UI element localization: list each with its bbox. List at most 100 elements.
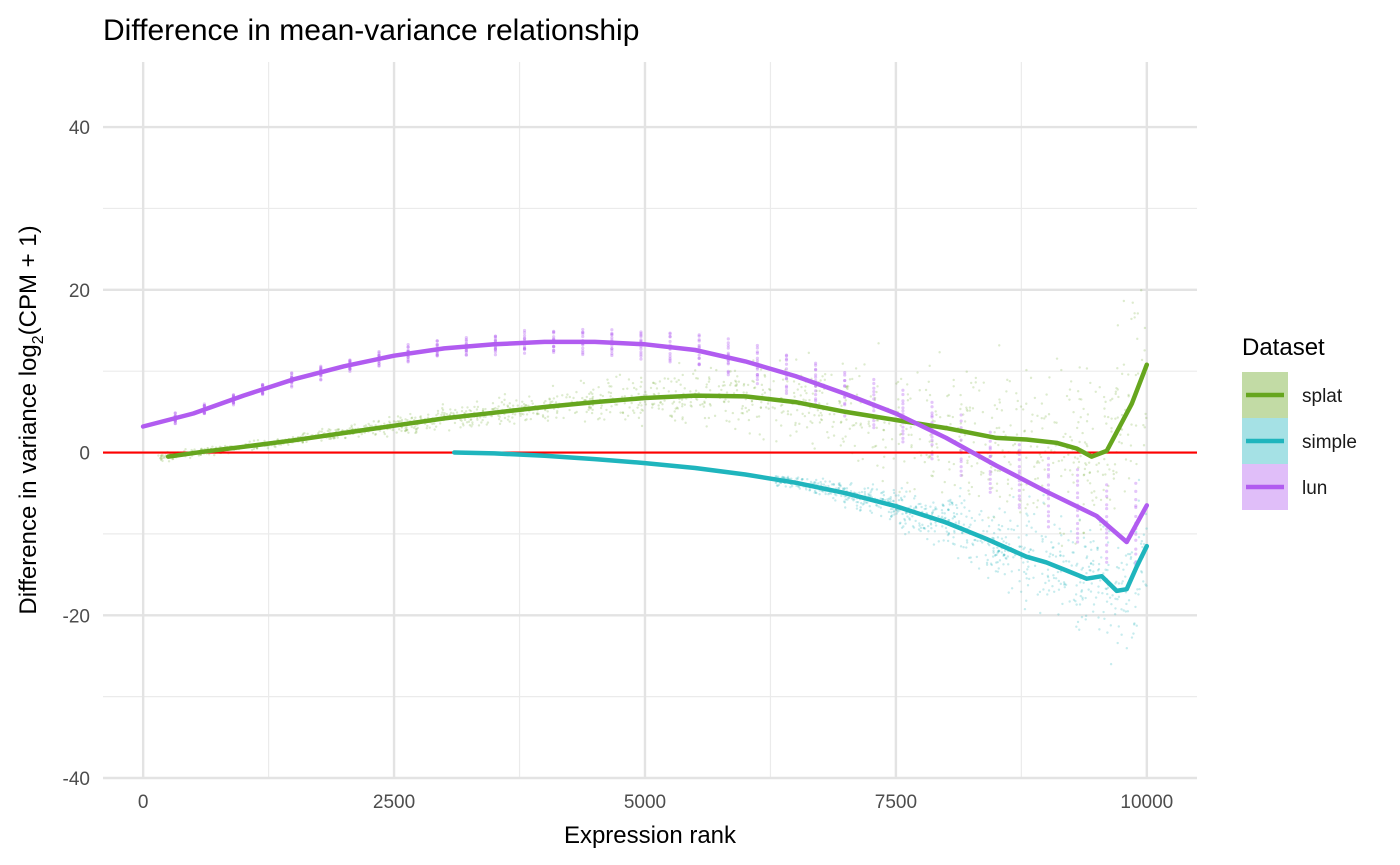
lun-point [1105,507,1109,511]
lun-point [435,339,439,343]
splat-point [374,432,377,436]
simple-point [899,496,903,500]
splat-point [469,418,472,421]
simple-point [968,556,971,560]
splat-point [329,428,332,432]
splat-point [867,422,870,426]
lun-point [843,403,847,407]
splat-point [786,410,790,413]
simple-point [863,490,867,494]
lun-point [522,331,527,335]
splat-point [274,445,277,449]
simple-point [902,525,905,528]
lun-point [202,411,206,415]
simple-point [1124,554,1128,557]
lun-point [1075,521,1080,526]
lun-point [639,332,643,336]
simple-point [992,537,995,540]
splat-point [1115,471,1118,474]
splat-point [527,404,530,408]
lun-point [406,355,410,360]
simple-point [893,510,896,513]
splat-point [1032,501,1035,505]
lun-point [872,423,876,427]
simple-point [869,509,872,513]
simple-point [991,536,994,540]
simple-point [809,480,813,484]
simple-point [777,483,781,487]
lun-point [231,403,236,407]
splat-point [786,380,789,383]
simple-point [903,495,906,498]
splat-point [637,403,640,407]
splat-point [767,407,770,410]
lun-point [784,389,789,393]
splat-point [845,386,848,389]
splat-point [640,424,644,428]
splat-point [722,400,726,403]
simple-point [1098,628,1101,631]
simple-point [1125,647,1129,650]
simple-point [1088,528,1092,532]
grid-major [103,62,1197,780]
lun-point [377,349,381,354]
splat-point [709,366,713,370]
lun-point [930,438,934,442]
simple-point [776,484,779,488]
simple-point [863,500,866,503]
simple-point [1109,624,1113,627]
splat-point [793,395,796,398]
splat-point [970,485,974,489]
splat-point [1112,469,1115,473]
splat-point [1019,499,1022,503]
splat-point [465,421,469,424]
splat-point [762,438,765,441]
lun-point [1075,479,1080,483]
splat-point [590,397,594,400]
simple-point [996,550,1000,553]
splat-point [320,430,323,433]
splat-point [395,431,398,434]
simple-point [869,494,872,497]
simple-point [1145,527,1148,530]
simple-point [1116,598,1119,601]
splat-point [863,363,866,366]
simple-point [927,530,930,533]
splat-point [979,473,983,476]
simple-point [1076,620,1080,624]
splat-point [813,414,816,417]
simple-point [1044,581,1047,585]
simple-point [963,499,966,502]
splat-point [1016,399,1019,403]
lun-point [784,384,789,388]
simple-point [1087,565,1091,568]
lun-point [610,346,614,351]
simple-point [1126,610,1130,613]
lun-point [814,389,818,393]
splat-point [755,415,759,419]
splat-point [416,426,420,430]
splat-point [949,422,952,426]
simple-point [914,519,917,523]
lun-point [814,368,818,372]
splat-point [585,395,588,399]
splat-point [849,402,853,405]
splat-point [159,454,163,457]
splat-point [775,440,778,443]
splat-point [995,482,999,485]
splat-point [320,439,323,442]
splat-point [792,380,796,383]
splat-point [1009,424,1012,427]
splat-point [631,409,635,412]
lun-point [959,473,963,478]
splat-point [645,393,648,396]
splat-point [588,397,592,401]
lun-point [435,353,439,357]
splat-point [681,416,684,419]
splat-point [256,438,260,442]
lun-point [843,414,847,418]
lun-point [522,346,527,350]
simple-point [1002,540,1005,543]
lun-point [755,382,759,386]
simple-point [978,513,981,516]
